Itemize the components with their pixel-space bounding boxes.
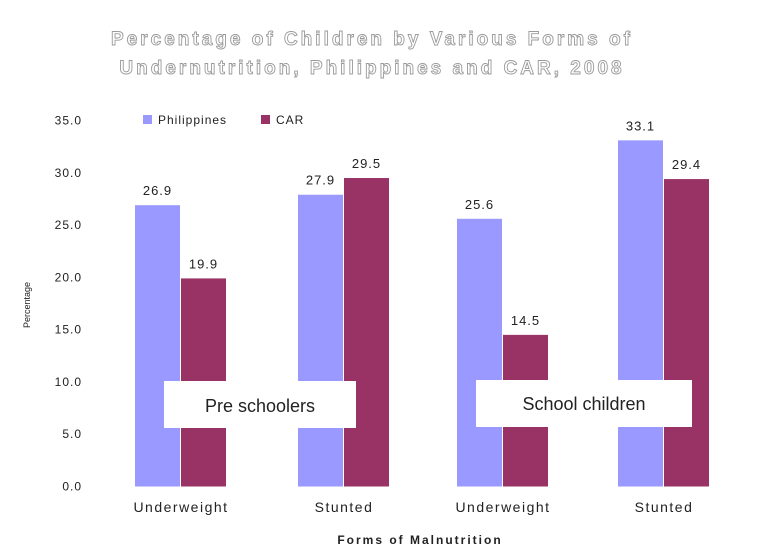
y-tick-label: 30.0 [55,166,82,180]
chart-title-line-1: Percentage of Children by Various Forms … [111,29,633,50]
bar-philippines-0 [135,205,180,487]
y-tick-label: 10.0 [55,375,82,389]
data-labels: 26.9 27.9 25.6 33.1 19.9 29.5 14.5 29.4 [143,118,701,328]
data-label: 33.1 [626,118,655,133]
x-category-label: Stunted [635,499,694,515]
x-category-label: Underweight [133,499,228,515]
legend-label-philippines: Philippines [158,113,227,127]
data-label: 27.9 [306,173,335,188]
group-label-box-school-children [476,380,692,427]
y-tick-label: 25.0 [55,218,82,232]
bar-philippines-2 [457,218,502,487]
x-category-label: Underweight [455,499,550,515]
group-label-school-children: School children [522,394,645,414]
x-axis-categories: Underweight Stunted Underweight Stunted [133,499,694,515]
y-tick-label: 15.0 [55,323,82,337]
bars [135,140,709,487]
legend-label-car: CAR [276,113,304,127]
data-label: 26.9 [143,183,172,198]
y-axis-label: Percentage [22,282,32,328]
x-axis-label: Forms of Malnutrition [337,533,502,547]
data-label: 29.5 [352,156,381,171]
group-label-preschoolers: Pre schoolers [205,396,315,416]
chart-title-line-2: Undernutrition, Philippines and CAR, 200… [119,58,624,79]
data-label: 25.6 [465,197,494,212]
bar-car-3 [664,179,709,487]
y-axis-ticks: 0.0 5.0 10.0 15.0 20.0 25.0 30.0 35.0 [55,114,82,494]
x-category-label: Stunted [315,499,374,515]
y-tick-label: 5.0 [62,427,82,441]
bar-philippines-1 [298,194,343,487]
bar-philippines-3 [618,140,663,487]
legend-swatch-philippines [143,115,152,124]
data-label: 29.4 [672,157,701,172]
y-tick-label: 35.0 [55,114,82,128]
legend: Philippines CAR [143,113,304,127]
y-tick-label: 20.0 [55,270,82,284]
group-label-box-preschoolers [164,381,356,428]
data-label: 14.5 [511,313,540,328]
y-tick-label: 0.0 [62,480,82,494]
legend-swatch-car [261,115,270,124]
data-label: 19.9 [189,256,218,271]
bar-car-1 [344,178,389,487]
